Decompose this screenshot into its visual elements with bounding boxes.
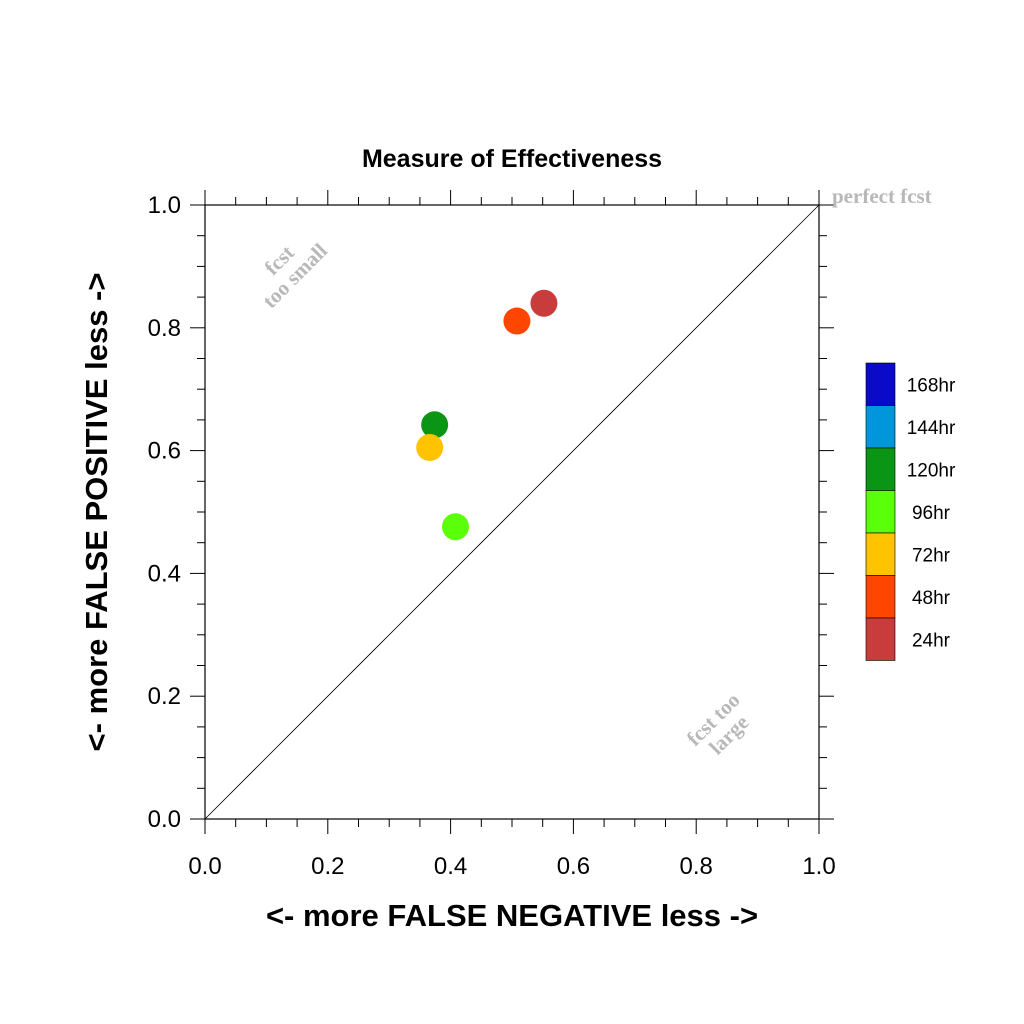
legend-label-24hr: 24hr bbox=[912, 630, 951, 651]
x-tick-labels: 0.0 0.2 0.4 0.6 0.8 1.0 bbox=[188, 853, 835, 880]
y-tick-label: 0.0 bbox=[148, 806, 181, 833]
point-48hr bbox=[503, 307, 531, 335]
y-tick-label: 0.4 bbox=[148, 560, 181, 587]
x-tick-label: 0.0 bbox=[188, 853, 221, 880]
legend-swatch-48hr bbox=[865, 575, 896, 619]
legend-swatch-144hr bbox=[865, 405, 896, 449]
data-points bbox=[416, 289, 558, 541]
axis-ticks bbox=[190, 190, 834, 834]
legend: 168hr 144hr 120hr 96hr 72hr 48hr 24hr bbox=[865, 362, 956, 661]
legend-label-96hr: 96hr bbox=[912, 503, 951, 524]
chart-title: Measure of Effectiveness bbox=[362, 145, 662, 173]
legend-swatch-72hr bbox=[865, 532, 896, 576]
point-120hr bbox=[421, 411, 449, 439]
y-tick-labels: 0.0 0.2 0.4 0.6 0.8 1.0 bbox=[148, 192, 181, 833]
point-72hr bbox=[416, 434, 444, 462]
legend-label-168hr: 168hr bbox=[907, 375, 956, 396]
legend-label-48hr: 48hr bbox=[912, 588, 951, 609]
legend-swatch-120hr bbox=[865, 447, 896, 491]
x-tick-label: 0.4 bbox=[434, 853, 467, 880]
legend-swatch-96hr bbox=[865, 490, 896, 534]
diagonal-reference-line bbox=[204, 204, 820, 820]
point-96hr bbox=[442, 513, 470, 541]
legend-label-144hr: 144hr bbox=[907, 418, 956, 439]
x-tick-label: 0.8 bbox=[680, 853, 713, 880]
y-tick-label: 0.6 bbox=[148, 438, 181, 465]
point-24hr bbox=[530, 289, 558, 317]
y-tick-label: 0.8 bbox=[148, 315, 181, 342]
legend-swatch-168hr bbox=[865, 362, 896, 406]
x-axis-label: <- more FALSE NEGATIVE less -> bbox=[266, 898, 758, 933]
legend-label-72hr: 72hr bbox=[912, 545, 951, 566]
y-tick-label: 0.2 bbox=[148, 683, 181, 710]
legend-swatch-24hr bbox=[865, 617, 896, 661]
annotation-perfect-fcst: perfect fcst bbox=[832, 184, 932, 208]
annotation-too-small-line2: too small bbox=[258, 239, 332, 313]
annotation-fcst-too-small: fcst too small bbox=[258, 239, 332, 313]
x-tick-label: 1.0 bbox=[802, 853, 835, 880]
x-tick-label: 0.2 bbox=[311, 853, 344, 880]
y-axis-label: <- more FALSE POSITIVE less -> bbox=[79, 273, 114, 752]
x-tick-label: 0.6 bbox=[557, 853, 590, 880]
y-tick-label: 1.0 bbox=[148, 192, 181, 219]
legend-label-120hr: 120hr bbox=[907, 460, 956, 481]
annotation-fcst-too-large: fcst too large bbox=[682, 688, 753, 759]
